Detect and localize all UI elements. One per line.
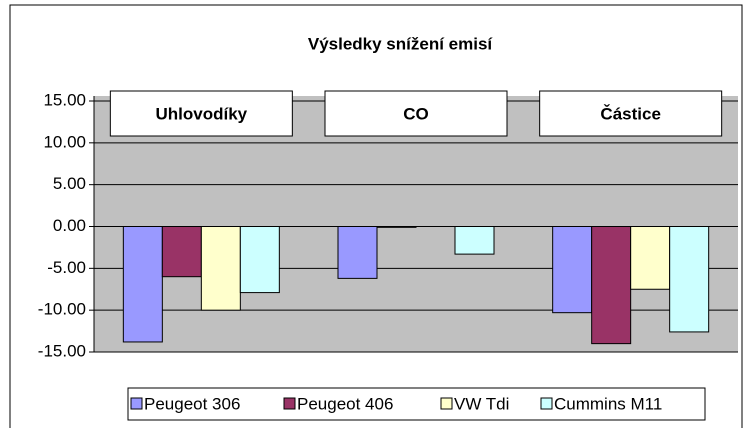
- legend-swatch: [540, 397, 553, 410]
- legend-swatch: [440, 397, 453, 410]
- chart-title: Výsledky snížení emisí: [308, 34, 494, 53]
- legend-label: Peugeot 406: [297, 394, 393, 413]
- bar: [591, 226, 632, 345]
- y-tick-label: 10.00: [43, 132, 86, 151]
- y-tick-label: -10.00: [38, 300, 86, 319]
- legend: [127, 387, 706, 421]
- category-box: [109, 90, 293, 137]
- legend-swatch: [130, 397, 143, 410]
- x-tick-label: CO: [403, 104, 429, 123]
- bar: [630, 226, 671, 290]
- bar: [454, 226, 495, 255]
- y-tick-label: 0.00: [53, 216, 86, 235]
- legend-swatch: [283, 397, 296, 410]
- bar: [239, 226, 280, 294]
- y-tick-label: 5.00: [53, 174, 86, 193]
- legend-label: Cummins M11: [554, 394, 662, 413]
- bar: [122, 226, 163, 343]
- bar: [376, 226, 417, 228]
- category-box: [539, 90, 723, 137]
- bar: [552, 226, 593, 314]
- legend-label: Peugeot 306: [144, 394, 240, 413]
- x-tick-label: Uhlovodíky: [156, 104, 248, 123]
- y-tick-label: 15.00: [43, 90, 86, 109]
- legend-label: VW Tdi: [454, 394, 509, 413]
- y-tick-label: -15.00: [38, 341, 86, 360]
- bar: [161, 226, 202, 278]
- bar: [669, 226, 710, 333]
- category-box: [324, 90, 508, 137]
- x-tick-label: Částice: [600, 104, 660, 123]
- y-tick-label: -5.00: [47, 258, 86, 277]
- bar: [200, 226, 241, 311]
- bar: [337, 226, 378, 279]
